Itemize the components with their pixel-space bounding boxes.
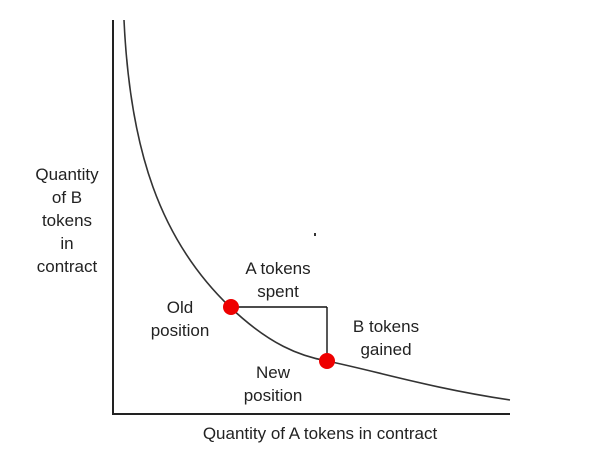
stray-dot (314, 233, 316, 236)
b-tokens-gained-label: B tokens gained (352, 317, 420, 359)
new-position-point (319, 353, 335, 369)
a-tokens-spent-label: A tokens spent (245, 259, 311, 301)
old-position-label: Old position (150, 298, 210, 340)
new-position-label: New position (243, 363, 303, 405)
y-axis-label: Quantity of B tokens in contract (35, 165, 99, 276)
x-axis-label: Quantity of A tokens in contract (202, 424, 438, 443)
old-position-point (223, 299, 239, 315)
constant-product-curve (123, 19, 511, 401)
